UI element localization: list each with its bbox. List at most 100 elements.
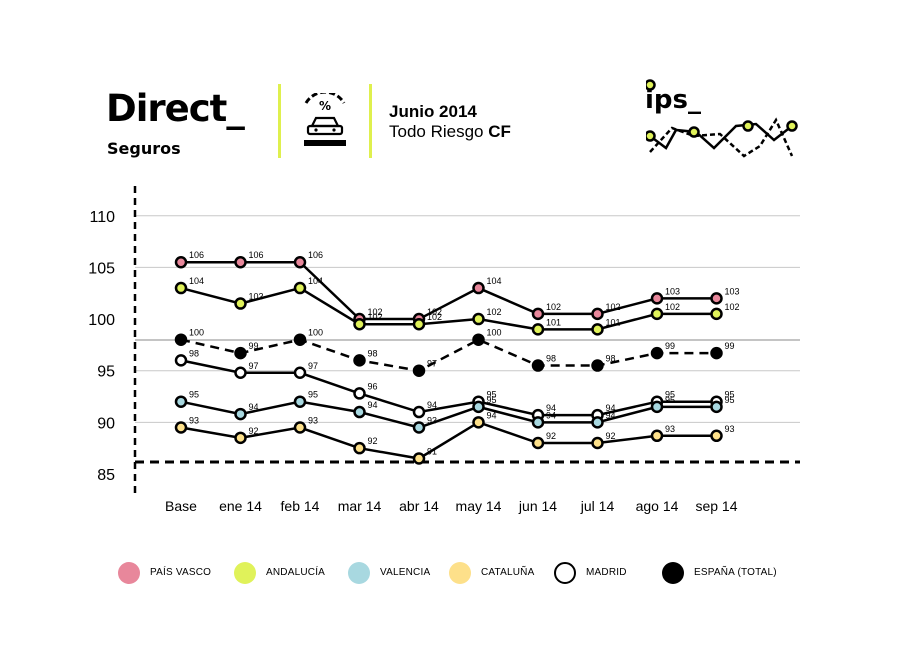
data-point	[591, 307, 604, 321]
data-point	[710, 292, 723, 305]
data-label: 99	[725, 341, 735, 351]
data-label: 106	[249, 250, 264, 260]
data-label: 94	[427, 400, 437, 410]
data-point	[353, 405, 366, 419]
data-point	[531, 323, 545, 336]
data-label: 97	[427, 359, 437, 369]
legend-item-cataluna: CATALUÑA	[449, 560, 534, 586]
data-label: 95	[725, 395, 735, 405]
y-tick-label: 85	[97, 467, 115, 484]
data-label: 104	[487, 276, 502, 286]
data-label: 95	[189, 390, 199, 400]
legend-swatch	[348, 562, 370, 584]
header-divider-2	[369, 84, 372, 158]
data-label: 98	[368, 348, 378, 358]
data-point	[353, 441, 366, 455]
data-label: 95	[725, 390, 735, 400]
data-point	[472, 312, 485, 326]
data-label: 102	[427, 312, 442, 322]
data-label: 98	[189, 348, 199, 358]
data-label: 94	[249, 402, 259, 412]
legend-swatch	[449, 562, 471, 584]
legend-label: ESPAÑA (TOTAL)	[694, 567, 777, 578]
ips-logo: ips_	[646, 79, 798, 158]
percent-glyph: %	[319, 99, 331, 113]
data-point	[293, 421, 307, 434]
report-subtitle: Todo Riesgo CF	[389, 123, 511, 140]
data-label: 94	[487, 410, 497, 420]
data-label: 98	[546, 354, 556, 364]
data-label: 91	[427, 447, 437, 457]
x-tick-label: mar 14	[338, 498, 382, 514]
report-subtitle-bold: CF	[488, 122, 511, 141]
header-divider	[278, 84, 281, 158]
y-tick-label: 110	[89, 209, 115, 226]
x-tick-label: sep 14	[695, 498, 737, 514]
direct-logo: Direct_	[106, 87, 245, 130]
data-label: 102	[606, 302, 621, 312]
data-label: 102	[427, 307, 442, 317]
y-tick-label: 90	[97, 415, 115, 432]
data-label: 95	[665, 395, 675, 405]
data-point	[710, 307, 723, 321]
data-label: 102	[546, 302, 561, 312]
data-label: 94	[546, 403, 556, 413]
data-point	[174, 255, 188, 269]
data-point	[234, 407, 247, 421]
data-point	[293, 395, 307, 408]
data-label: 100	[189, 328, 204, 338]
data-label: 102	[368, 312, 383, 322]
legend-swatch	[118, 562, 140, 584]
series-line	[180, 400, 717, 429]
data-label: 102	[665, 302, 680, 312]
data-point	[710, 429, 723, 443]
data-point	[174, 421, 188, 434]
data-point	[650, 346, 664, 360]
series-line	[180, 338, 717, 373]
series-line	[180, 359, 717, 417]
data-label: 93	[665, 424, 675, 434]
x-tick-label: ago 14	[636, 498, 679, 514]
data-point	[650, 307, 664, 321]
x-tick-label: jun 14	[518, 498, 557, 514]
data-point	[412, 421, 426, 434]
data-point	[293, 366, 307, 380]
data-point	[710, 400, 723, 414]
data-label: 92	[606, 431, 616, 441]
data-point	[412, 452, 426, 465]
series-line	[181, 260, 717, 321]
data-label: 102	[487, 307, 502, 317]
legend-label: PAÍS VASCO	[150, 567, 212, 578]
data-label: 103	[725, 286, 740, 296]
data-label: 93	[308, 416, 318, 426]
legend-item-andalucia: ANDALUCÍA	[234, 560, 325, 586]
data-label: 102	[725, 302, 740, 312]
data-point	[353, 317, 366, 331]
data-point	[234, 255, 247, 269]
data-point	[650, 429, 664, 443]
x-tick-label: abr 14	[399, 498, 439, 514]
data-point	[531, 359, 545, 372]
data-label: 97	[249, 361, 259, 371]
data-point	[531, 436, 545, 450]
data-label: 100	[487, 328, 502, 338]
legend-swatch	[662, 562, 684, 584]
data-point	[353, 354, 366, 367]
data-label: 104	[189, 276, 204, 286]
data-point	[174, 281, 188, 295]
data-point	[472, 416, 485, 429]
series-line	[180, 420, 717, 460]
data-point	[710, 346, 723, 360]
report-title: Junio 2014	[389, 102, 477, 121]
legend-label: CATALUÑA	[481, 567, 535, 578]
data-point	[591, 416, 604, 429]
data-point	[591, 323, 604, 336]
legend-label: VALENCIA	[380, 567, 431, 578]
data-label: 95	[487, 395, 497, 405]
x-tick-label: feb 14	[281, 498, 320, 514]
data-label: 92	[368, 436, 378, 446]
data-label: 94	[368, 400, 378, 410]
data-point	[412, 405, 426, 419]
data-point	[591, 436, 604, 450]
